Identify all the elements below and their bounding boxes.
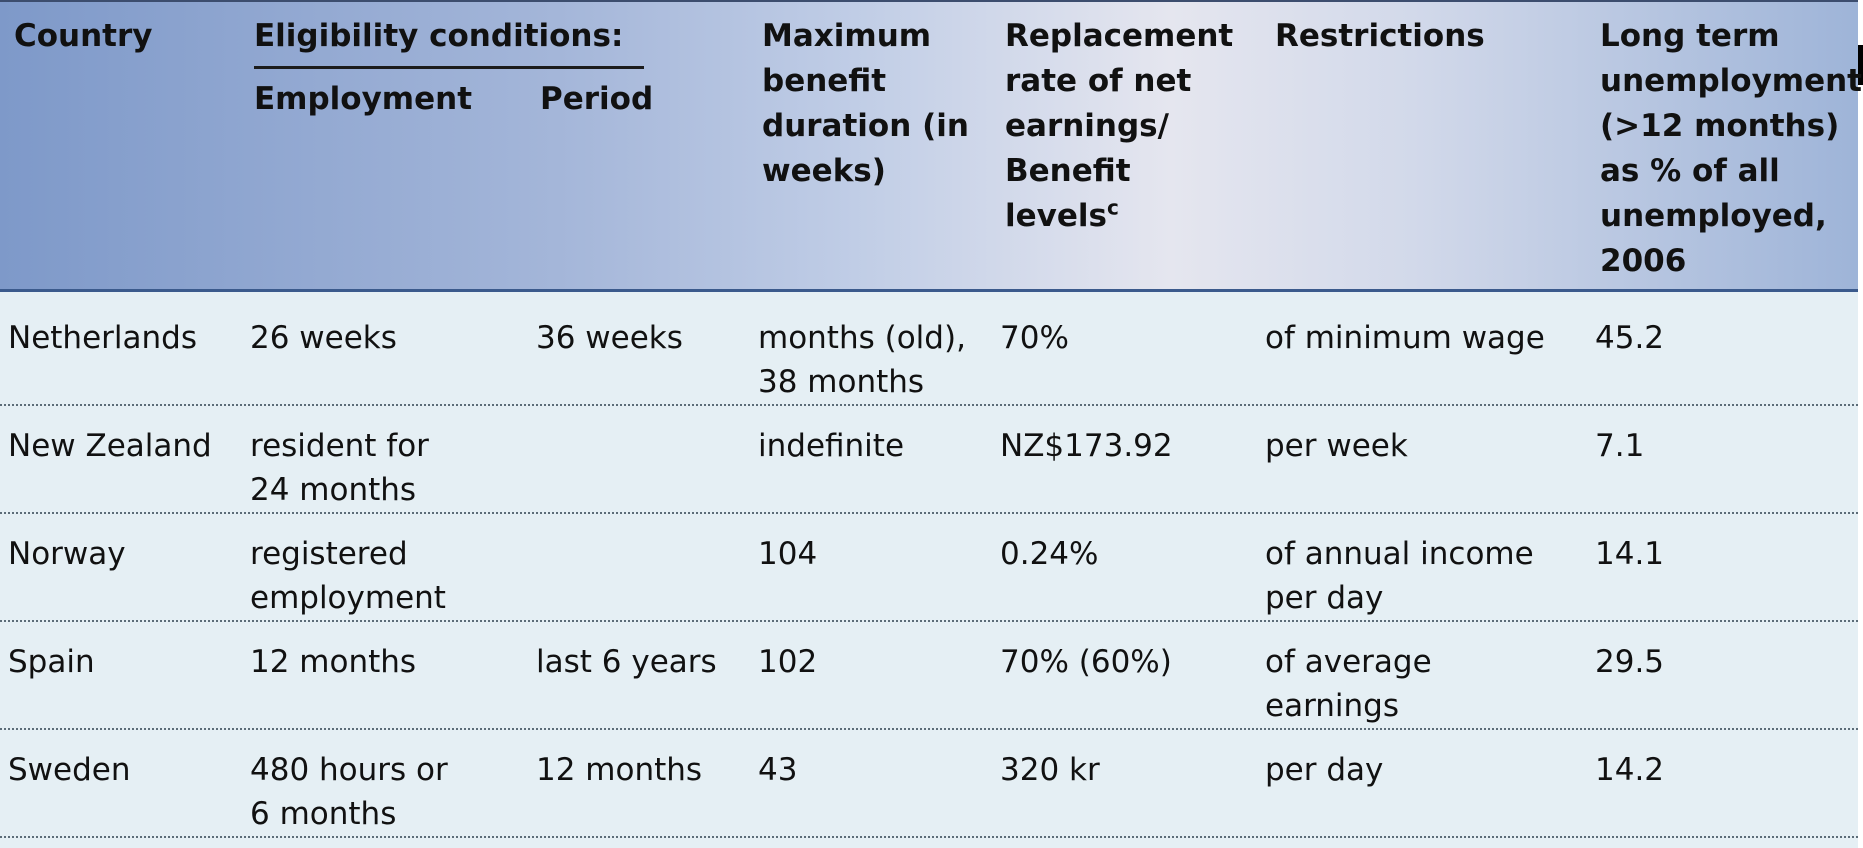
cell-country: Norway [8,536,126,572]
cell-long-term: 14.2 [1595,752,1665,788]
cell-country: Spain [8,644,95,680]
row-separator [0,728,1858,730]
cell-rate: 0.24% [1000,536,1099,572]
cell-employment: registered employment [250,536,446,616]
table-row: Netherlands 26 weeks 36 weeks months (ol… [0,296,1858,404]
cell-duration: indefinite [758,428,905,464]
cell-long-term: 7.1 [1595,428,1645,464]
cell-period: last 6 years [536,644,717,680]
row-separator [0,836,1858,838]
cell-period: 36 weeks [536,320,683,356]
cell-long-term: 14.1 [1595,536,1665,572]
row-separator [0,620,1858,622]
header-replacement-text: Replacement rate of net earnings/ Benefi… [1005,18,1234,234]
cell-restriction: of minimum wage [1265,320,1545,356]
cell-employment: resident for 24 months [250,428,429,508]
cell-duration: 104 [758,536,818,572]
header-employment: Employment [254,81,473,117]
cell-country: Netherlands [8,320,197,356]
cell-long-term: 45.2 [1595,320,1665,356]
cell-employment: 480 hours or 6 months [250,752,448,832]
header-replacement-footnote: c [1106,195,1119,220]
page-edge-mark [1858,45,1863,85]
cell-restriction: of annual income per day [1265,536,1534,616]
table-row: Spain 12 months last 6 years 102 70% (60… [0,620,1858,728]
cell-rate: 70% [1000,320,1069,356]
header-max-duration: Maximum benefit duration (in weeks) [762,18,969,189]
table-header: Country Eligibility conditions: Employme… [0,0,1862,291]
header-rule [0,289,1858,292]
table-row: Sweden 480 hours or 6 months 12 months 4… [0,728,1858,836]
cell-employment: 26 weeks [250,320,397,356]
header-country: Country [14,18,153,54]
header-eligibility: Eligibility conditions: [254,18,624,54]
header-replacement-rate: Replacement rate of net earnings/ Benefi… [1005,14,1233,239]
cell-period: 12 months [536,752,703,788]
table-body [0,292,1858,848]
cell-country: Sweden [8,752,131,788]
cell-restriction: of average earnings [1265,644,1432,724]
cell-rate: 70% (60%) [1000,644,1172,680]
header-long-term: Long term unemployment (>12 months) as %… [1600,18,1863,279]
cell-duration: 102 [758,644,818,680]
cell-duration: 43 [758,752,798,788]
cell-restriction: per week [1265,428,1408,464]
cell-country: New Zealand [8,428,212,464]
row-separator [0,404,1858,406]
cell-rate: NZ$173.92 [1000,428,1173,464]
header-period: Period [540,81,654,117]
cell-rate: 320 kr [1000,752,1100,788]
header-restrictions: Restrictions [1275,18,1485,54]
table-row: New Zealand resident for 24 months indef… [0,404,1858,512]
cell-duration: months (old), 38 months [758,320,966,400]
row-separator [0,512,1858,514]
cell-long-term: 29.5 [1595,644,1665,680]
table-row: Norway registered employment 104 0.24% o… [0,512,1858,620]
cell-employment: 12 months [250,644,417,680]
eligibility-rule [254,66,644,69]
cell-restriction: per day [1265,752,1384,788]
